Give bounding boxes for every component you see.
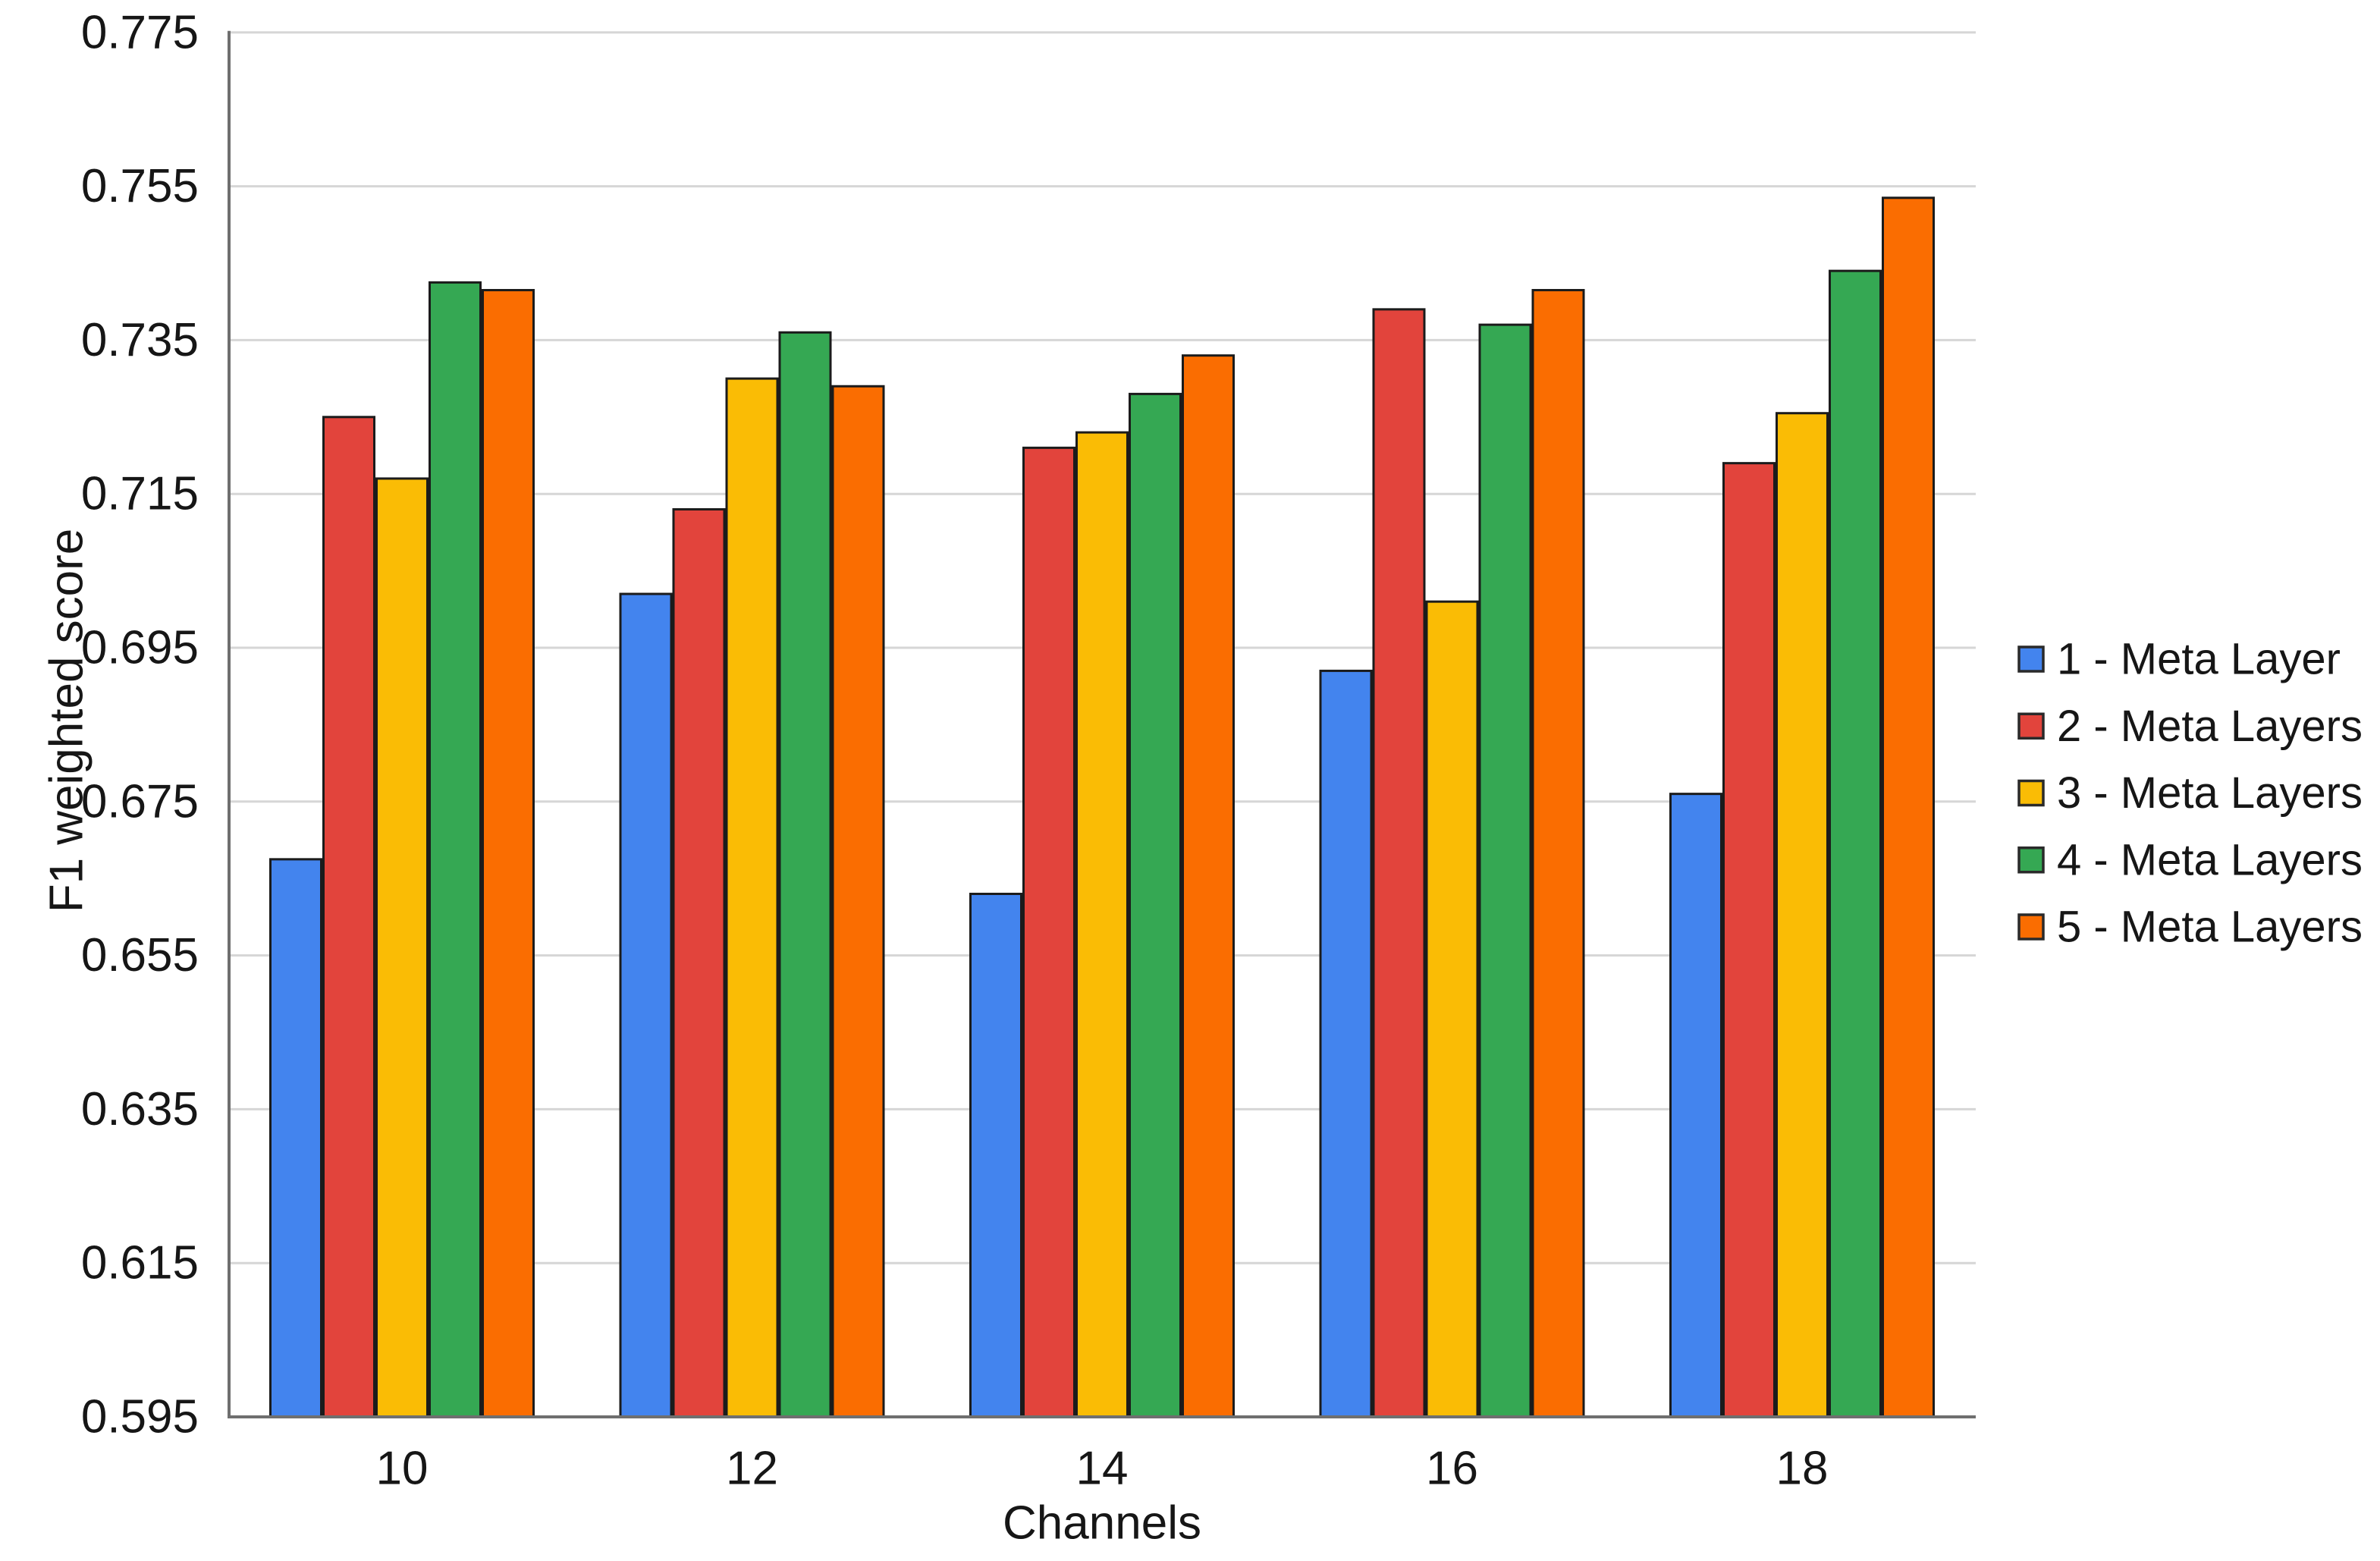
bar-series3-ch16 (1425, 600, 1479, 1418)
legend-label-1: 1 - Meta Layer (2057, 635, 2341, 684)
x-tick-label-16: 16 (1426, 1443, 1478, 1495)
bar-series2-ch16 (1372, 308, 1426, 1418)
y-tick-label-0.655: 0.655 (81, 929, 199, 982)
y-tick-label-0.675: 0.675 (81, 775, 199, 828)
bar-series4-ch14 (1129, 392, 1182, 1418)
y-tick-label-0.695: 0.695 (81, 622, 199, 674)
legend-swatch-green (2017, 846, 2045, 874)
bar-series3-ch10 (375, 477, 429, 1418)
y-tick-label-0.775: 0.775 (81, 6, 199, 58)
bar-series4-ch10 (429, 281, 482, 1418)
legend-label-4: 4 - Meta Layers (2057, 835, 2363, 884)
legend-label-2: 2 - Meta Layers (2057, 702, 2363, 751)
bar-series5-ch10 (482, 288, 535, 1418)
legend-swatch-blue (2017, 645, 2045, 673)
x-axis-title: Channels (1003, 1497, 1201, 1550)
bar-series2-ch18 (1722, 462, 1776, 1418)
y-tick-label-0.635: 0.635 (81, 1083, 199, 1135)
bar-series5-ch14 (1182, 354, 1235, 1418)
y-tick-label-0.735: 0.735 (81, 314, 199, 366)
x-tick-label-10: 10 (376, 1443, 429, 1495)
y-tick-label-0.595: 0.595 (81, 1391, 199, 1443)
y-tick-label-0.755: 0.755 (81, 160, 199, 212)
y-axis-title: F1 weighted score (40, 528, 93, 913)
bar-series2-ch10 (322, 416, 375, 1418)
bar-series3-ch14 (1075, 431, 1129, 1418)
bar-series3-ch18 (1776, 412, 1829, 1418)
bar-series1-ch12 (619, 592, 673, 1418)
bar-series4-ch12 (778, 331, 832, 1418)
bar-series1-ch18 (1669, 793, 1722, 1418)
bar-series2-ch14 (1022, 446, 1075, 1418)
bar-series1-ch10 (269, 858, 322, 1418)
bar-series1-ch16 (1319, 669, 1373, 1418)
legend-swatch-orange (2017, 913, 2045, 941)
bar-series5-ch18 (1882, 196, 1935, 1418)
x-tick-label-18: 18 (1776, 1443, 1829, 1495)
legend-swatch-yellow (2017, 779, 2045, 807)
x-tick-label-12: 12 (726, 1443, 778, 1495)
bar-series3-ch12 (725, 377, 779, 1418)
bar-series4-ch18 (1829, 269, 1882, 1418)
y-tick-label-0.715: 0.715 (81, 468, 199, 520)
y-tick-label-0.615: 0.615 (81, 1237, 199, 1289)
x-tick-label-14: 14 (1076, 1443, 1129, 1495)
bar-series1-ch14 (969, 892, 1022, 1418)
legend-label-3: 3 - Meta Layers (2057, 768, 2363, 818)
legend-swatch-red (2017, 712, 2045, 740)
bar-series5-ch12 (831, 385, 885, 1418)
bar-series2-ch12 (672, 507, 726, 1418)
legend-label-5: 5 - Meta Layers (2057, 903, 2363, 952)
bar-series5-ch16 (1531, 288, 1585, 1418)
bar-series4-ch16 (1478, 323, 1532, 1418)
